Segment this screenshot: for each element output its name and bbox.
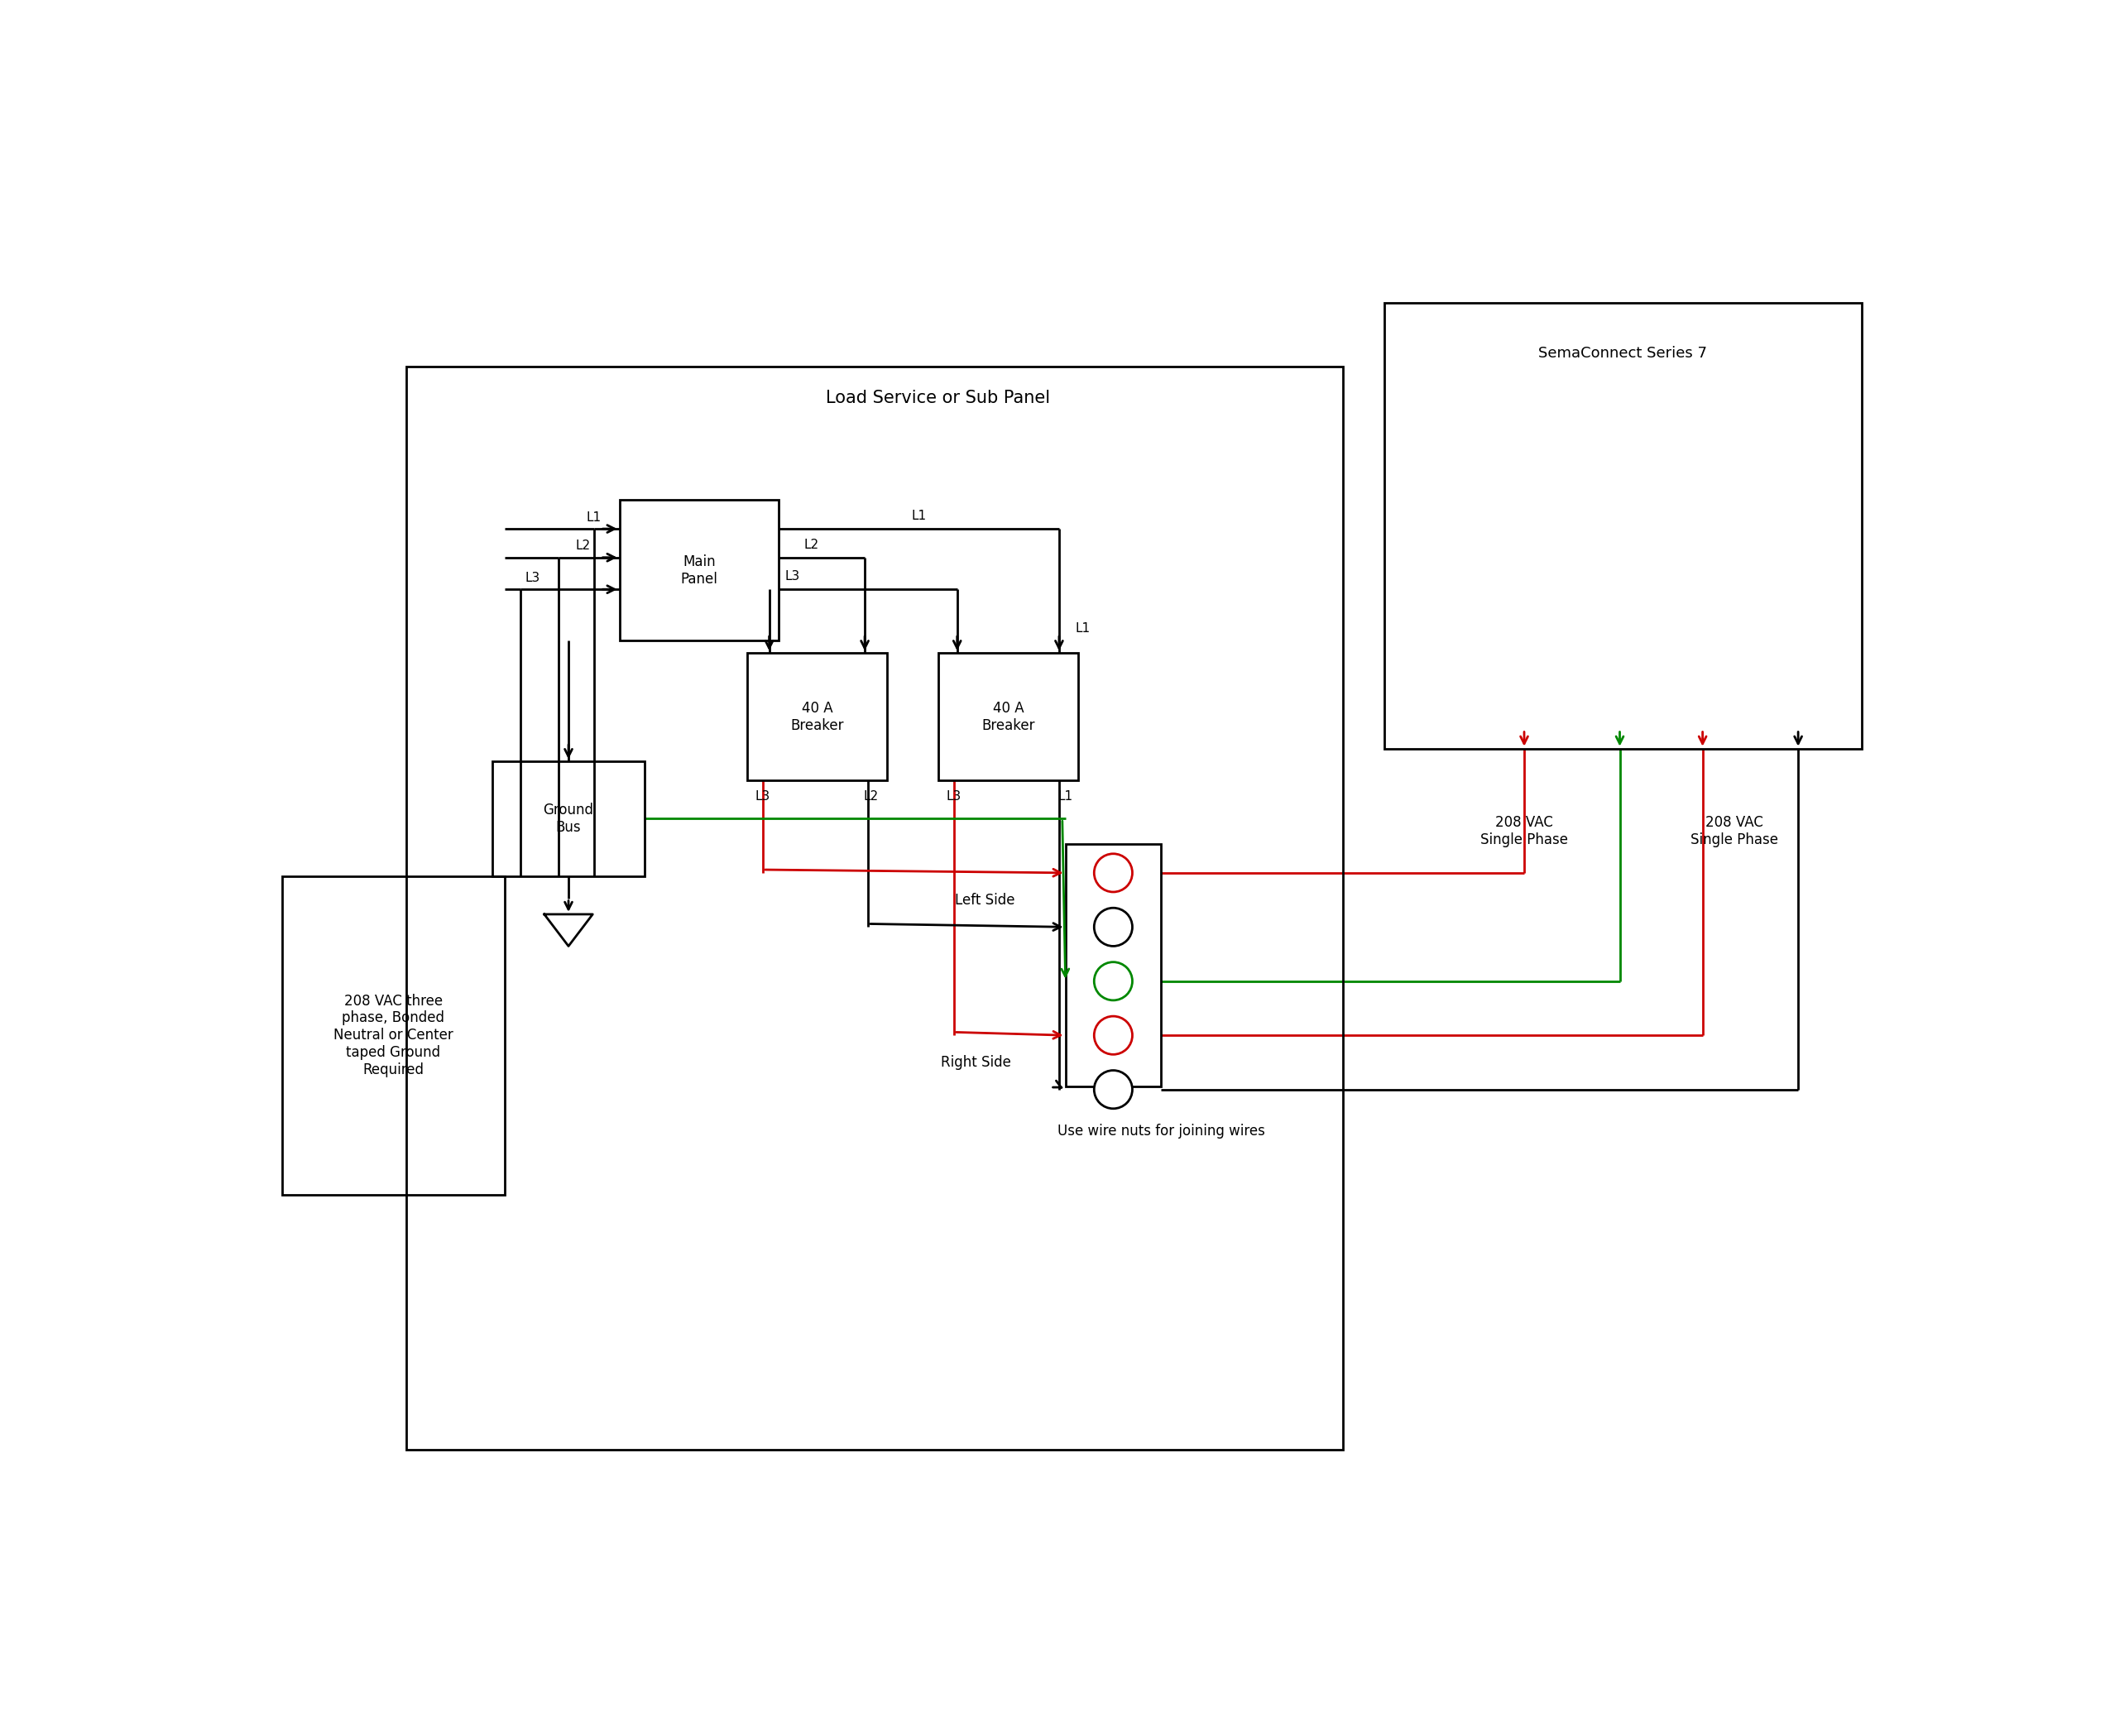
Circle shape bbox=[1095, 908, 1133, 946]
Bar bbox=[939, 653, 1078, 781]
Circle shape bbox=[1095, 1071, 1133, 1109]
Bar bbox=[747, 653, 886, 781]
Text: L2: L2 bbox=[804, 538, 819, 550]
Text: L3: L3 bbox=[947, 790, 962, 802]
Text: L1: L1 bbox=[1057, 790, 1074, 802]
Circle shape bbox=[1095, 962, 1133, 1000]
Text: 208 VAC three
phase, Bonded
Neutral or Center
taped Ground
Required: 208 VAC three phase, Bonded Neutral or C… bbox=[333, 993, 454, 1078]
Text: SemaConnect Series 7: SemaConnect Series 7 bbox=[1538, 345, 1707, 361]
Circle shape bbox=[1095, 1016, 1133, 1054]
Text: L1: L1 bbox=[587, 510, 601, 524]
Text: L1: L1 bbox=[912, 510, 926, 523]
Circle shape bbox=[1095, 854, 1133, 892]
Text: Right Side: Right Side bbox=[941, 1055, 1011, 1069]
Text: 40 A
Breaker: 40 A Breaker bbox=[791, 701, 844, 733]
Text: L2: L2 bbox=[863, 790, 878, 802]
Text: Use wire nuts for joining wires: Use wire nuts for joining wires bbox=[1057, 1123, 1264, 1139]
Bar bbox=[620, 500, 779, 641]
Text: 40 A
Breaker: 40 A Breaker bbox=[981, 701, 1034, 733]
Text: L1: L1 bbox=[1074, 623, 1091, 635]
Text: L3: L3 bbox=[525, 571, 540, 583]
Text: L3: L3 bbox=[755, 790, 770, 802]
Bar bbox=[283, 877, 504, 1194]
Bar bbox=[1384, 302, 1861, 748]
Bar bbox=[1066, 844, 1160, 1087]
Text: Left Side: Left Side bbox=[954, 892, 1015, 908]
Text: Main
Panel: Main Panel bbox=[682, 554, 717, 587]
Text: 208 VAC
Single Phase: 208 VAC Single Phase bbox=[1690, 816, 1779, 847]
Text: Ground
Bus: Ground Bus bbox=[542, 802, 593, 835]
Text: Load Service or Sub Panel: Load Service or Sub Panel bbox=[825, 391, 1051, 406]
Bar bbox=[405, 366, 1342, 1450]
Text: 208 VAC
Single Phase: 208 VAC Single Phase bbox=[1481, 816, 1568, 847]
Bar bbox=[492, 762, 646, 877]
Text: L2: L2 bbox=[576, 540, 591, 552]
Text: L3: L3 bbox=[785, 571, 800, 583]
